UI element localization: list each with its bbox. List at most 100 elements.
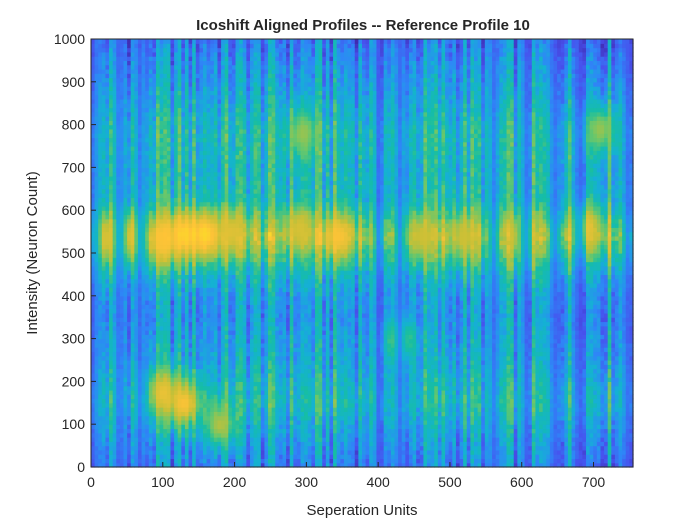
heatmap-cell [253, 116, 258, 121]
heatmap-cell [224, 51, 229, 57]
heatmap-cell [210, 137, 215, 143]
heatmap-cell [152, 128, 157, 134]
heatmap-cell [249, 231, 255, 237]
heatmap-cell [98, 133, 103, 139]
heatmap-cell [159, 124, 164, 130]
heatmap-cell [170, 291, 175, 297]
heatmap-cell [206, 150, 211, 156]
heatmap-cell [257, 86, 262, 91]
heatmap-cell [213, 385, 219, 391]
heatmap-cell [130, 214, 135, 220]
heatmap-cell [246, 394, 251, 400]
heatmap-cell [213, 424, 219, 430]
heatmap-cell [98, 334, 103, 340]
heatmap-cell [177, 184, 182, 190]
heatmap-cell [213, 278, 219, 284]
heatmap-cell [137, 424, 143, 430]
heatmap-cell [130, 419, 135, 425]
heatmap-cell [195, 56, 200, 61]
heatmap-cell [159, 402, 164, 408]
heatmap-cell [221, 355, 226, 361]
heatmap-cell [184, 86, 190, 91]
heatmap-cell [177, 287, 182, 293]
heatmap-cell [141, 278, 146, 284]
heatmap-cell [163, 415, 168, 421]
heatmap-cell [141, 257, 146, 263]
heatmap-cell [224, 218, 229, 224]
heatmap-cell [239, 317, 244, 323]
heatmap-cell [264, 81, 269, 87]
heatmap-cell [174, 60, 179, 66]
heatmap-cell [264, 355, 269, 361]
heatmap-cell [145, 218, 150, 224]
heatmap-cell [181, 197, 186, 203]
heatmap-cell [145, 163, 150, 168]
heatmap-cell [130, 278, 135, 284]
heatmap-cell [199, 90, 204, 96]
heatmap-cell [156, 415, 161, 421]
heatmap-cell [91, 244, 96, 250]
heatmap-cell [224, 338, 229, 344]
heatmap-cell [217, 244, 222, 250]
heatmap-cell [242, 137, 247, 143]
heatmap-cell [101, 411, 107, 417]
heatmap-cell [91, 265, 96, 271]
heatmap-cell [98, 128, 103, 134]
heatmap-cell [206, 312, 211, 318]
heatmap-cell [112, 223, 117, 228]
heatmap-cell [105, 175, 110, 181]
heatmap-cell [210, 248, 215, 254]
heatmap-cell [260, 158, 266, 164]
heatmap-cell [268, 171, 273, 177]
heatmap-cell [199, 424, 204, 430]
heatmap-cell [246, 98, 251, 104]
heatmap-cell [130, 407, 135, 412]
heatmap-cell [105, 154, 110, 160]
heatmap-cell [105, 193, 110, 198]
heatmap-cell [101, 188, 107, 194]
heatmap-cell [224, 197, 229, 203]
heatmap-cell [235, 325, 240, 331]
heatmap-cell [137, 128, 143, 134]
heatmap-cell [192, 334, 197, 340]
heatmap-cell [184, 325, 190, 331]
heatmap-cell [257, 227, 262, 233]
heatmap-cell [181, 274, 186, 280]
heatmap-cell [210, 261, 215, 267]
heatmap-cell [242, 154, 247, 160]
heatmap-cell [156, 158, 161, 164]
heatmap-cell [228, 257, 233, 263]
heatmap-cell [246, 128, 251, 134]
heatmap-cell [239, 432, 244, 438]
heatmap-cell [217, 107, 222, 113]
heatmap-cell [116, 201, 121, 207]
heatmap-cell [159, 154, 164, 160]
heatmap-cell [199, 265, 204, 271]
heatmap-cell [188, 364, 193, 370]
heatmap-cell [246, 77, 251, 83]
heatmap-cell [137, 244, 143, 250]
heatmap-cell [264, 64, 269, 70]
heatmap-cell [249, 317, 255, 323]
heatmap-cell [206, 411, 211, 417]
heatmap-cell [141, 68, 146, 74]
heatmap-cell [199, 150, 204, 156]
heatmap-cell [170, 424, 175, 430]
heatmap-cell [127, 163, 132, 168]
heatmap-cell [127, 244, 132, 250]
heatmap-cell [101, 163, 107, 168]
heatmap-cell [91, 441, 96, 447]
heatmap-cell [221, 377, 226, 382]
heatmap-cell [257, 377, 262, 382]
heatmap-cell [105, 86, 110, 91]
heatmap-cell [184, 428, 190, 434]
heatmap-cell [268, 60, 273, 66]
heatmap-cell [235, 261, 240, 267]
heatmap-cell [123, 227, 128, 233]
heatmap-cell [156, 47, 161, 53]
heatmap-cell [166, 154, 172, 160]
heatmap-cell [134, 201, 139, 207]
heatmap-cell [130, 441, 135, 447]
heatmap-cell [235, 214, 240, 220]
heatmap-cell [109, 124, 114, 130]
